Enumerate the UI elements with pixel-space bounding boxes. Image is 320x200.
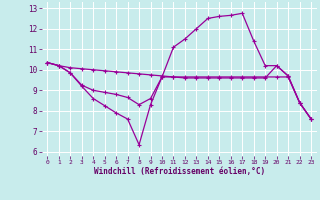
X-axis label: Windchill (Refroidissement éolien,°C): Windchill (Refroidissement éolien,°C) — [94, 167, 265, 176]
